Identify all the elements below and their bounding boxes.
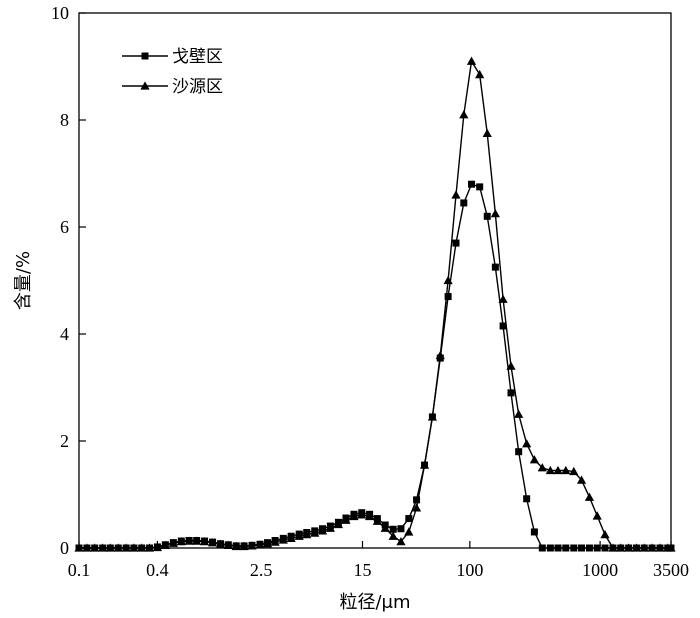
series-1-point-23 [255,540,265,549]
series-0-point-48 [452,239,460,247]
series-0-point-43 [413,496,421,504]
series-0-point-54 [499,322,507,330]
legend-marker-1 [140,81,150,90]
series-1-point-14 [184,536,194,545]
series-1-point-50 [466,56,477,65]
series-1-point-15 [192,536,202,545]
series-0-point-49 [460,199,468,207]
series-1-point-13 [176,536,186,546]
y-tick-label-2: 4 [60,324,69,344]
series-1-point-51 [475,69,485,79]
y-axis-title: 含量/% [13,251,34,310]
legend-label-0: 戈壁区 [172,47,223,67]
y-tick-label-4: 8 [60,110,69,130]
series-1-point-12 [168,538,178,547]
x-tick-label-1: 0.4 [146,560,169,580]
series-1-point-57 [522,439,532,448]
series-1-point-29 [302,530,312,539]
series-1-point-43 [411,503,422,512]
series-1-point-66 [592,511,602,520]
series-1-point-56 [514,409,524,418]
legend-label-1: 沙源区 [172,77,223,97]
series-1-point-62 [561,465,571,475]
series-1-point-19 [223,540,233,550]
x-tick-label-5: 1000 [582,560,618,580]
series-1-point-61 [553,465,563,475]
series-1-point-48 [451,190,461,199]
series-1-point-33 [333,519,344,529]
series-0-point-55 [507,389,515,397]
series-1-point-59 [537,463,547,472]
series-1-point-17 [207,538,218,547]
series-1-point-63 [569,466,579,476]
series-1-point-26 [278,535,288,544]
series-1-point-37 [364,511,375,521]
ticks-layer: 0 2 4 6 8 10 0.1 0.4 2.5 15 100 1000 3500 [51,3,689,580]
series-1-point-28 [294,531,304,540]
series-1-point-49 [459,110,469,119]
series-1-point-30 [310,528,320,537]
series-1-point-25 [270,537,280,546]
series-1-point-11 [160,540,170,550]
series-1-point-54 [498,294,508,303]
series-0-point-52 [483,212,491,220]
legend-item-0: 戈壁区 [122,47,223,67]
series-1-point-34 [341,515,351,524]
series-1-point-16 [199,536,210,546]
y-tick-label-0: 0 [60,538,69,558]
series-1-point-47 [443,275,453,285]
series-1-point-45 [427,412,438,421]
series-1-point-64 [576,475,587,484]
series-0-point-42 [405,515,413,523]
x-tick-label-4: 100 [456,560,483,580]
series-1-point-46 [435,350,445,360]
series-1-point-38 [372,516,382,525]
x-axis-title: 粒径/μm [339,592,410,613]
series-0-point-51 [476,183,484,191]
legend-item-1: 沙源区 [122,77,223,97]
series-1-point-40 [388,531,398,540]
series-0-point-56 [515,448,523,456]
series-0-point-57 [523,495,531,503]
series-0-point-41 [397,525,405,533]
series-1-point-42 [404,527,414,536]
series-1-point-31 [317,526,328,535]
y-tick-label-5: 10 [51,3,69,23]
series-0-point-58 [530,528,538,536]
x-tick-label-3: 15 [354,560,372,580]
series-1-point-24 [262,539,273,548]
series-1-point-55 [506,361,516,370]
series-1-point-18 [215,539,226,548]
series-1-point-53 [490,209,500,218]
series-0-point-47 [444,293,452,301]
x-tick-label-0: 0.1 [68,560,91,580]
series-1-point-60 [545,465,555,475]
legend-marker-0 [141,52,149,60]
plot-frame [78,12,672,549]
series-1-point-65 [584,492,595,501]
series-1-point-36 [357,510,367,519]
series-1-point-67 [600,530,610,539]
series-1-point-52 [482,128,492,138]
series-0-point-53 [491,263,499,271]
series-0-point-40 [389,525,397,533]
x-tick-label-2: 2.5 [250,560,273,580]
series-1-point-58 [529,455,539,464]
y-tick-label-1: 2 [60,431,69,451]
series-1-point-32 [325,523,335,532]
series-0-point-50 [468,180,476,188]
series-1-point-41 [396,536,406,546]
series-1-point-35 [349,511,359,521]
series-1-point-44 [419,460,430,469]
series-1-point-39 [380,523,390,532]
series-1-point-27 [286,533,296,543]
y-tick-label-3: 6 [60,217,69,237]
x-tick-label-6: 3500 [653,560,689,580]
